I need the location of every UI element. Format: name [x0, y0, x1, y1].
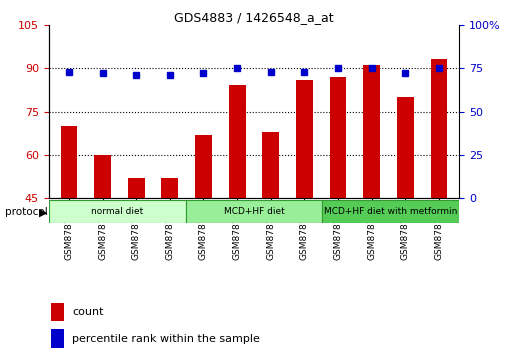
- Bar: [363, 65, 380, 198]
- Bar: [330, 77, 346, 198]
- Bar: [397, 97, 413, 198]
- Text: normal diet: normal diet: [91, 207, 143, 216]
- Bar: [262, 132, 279, 198]
- Bar: [229, 86, 246, 198]
- Bar: [61, 126, 77, 198]
- Text: MCD+HF diet with metformin: MCD+HF diet with metformin: [324, 207, 458, 216]
- Bar: [128, 178, 145, 198]
- Text: protocol: protocol: [5, 207, 48, 217]
- Bar: [296, 80, 313, 198]
- Bar: [49, 200, 186, 223]
- Text: percentile rank within the sample: percentile rank within the sample: [72, 334, 260, 344]
- Text: MCD+HF diet: MCD+HF diet: [224, 207, 284, 216]
- Text: count: count: [72, 307, 104, 317]
- Bar: [94, 155, 111, 198]
- Bar: [162, 178, 178, 198]
- Bar: [50, 329, 64, 348]
- Bar: [186, 200, 322, 223]
- Bar: [430, 59, 447, 198]
- Title: GDS4883 / 1426548_a_at: GDS4883 / 1426548_a_at: [174, 11, 334, 24]
- Bar: [50, 303, 64, 321]
- Bar: [195, 135, 212, 198]
- Bar: [322, 200, 459, 223]
- Text: ▶: ▶: [39, 207, 48, 217]
